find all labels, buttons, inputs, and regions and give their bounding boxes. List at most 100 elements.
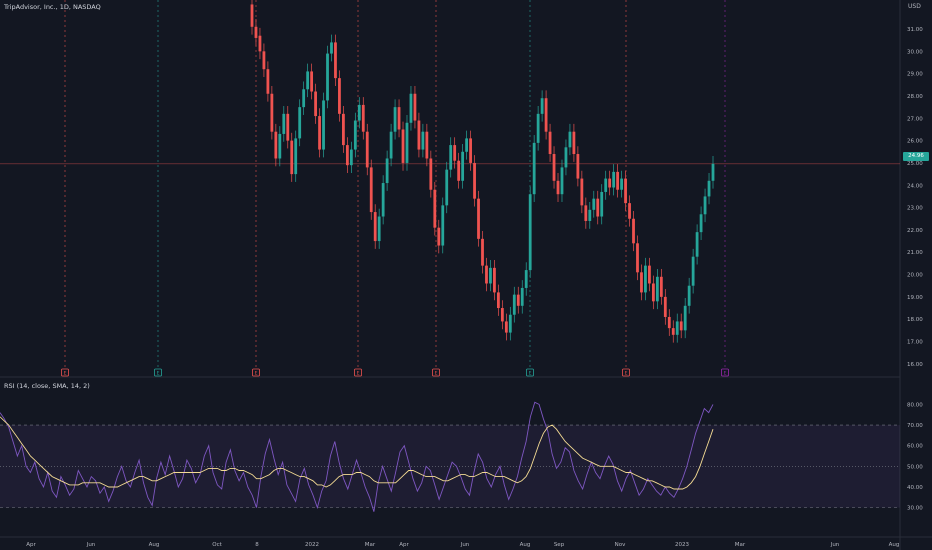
price-tick-label: 17.00 <box>907 340 923 346</box>
candle-body <box>544 98 548 132</box>
candle-body <box>381 183 385 217</box>
candle-body <box>683 305 687 331</box>
candle-body <box>361 104 365 132</box>
time-tick-label: Jun <box>86 542 96 548</box>
candle-body <box>604 178 608 192</box>
chart-title: TripAdvisor, Inc., 1D, NASDAQ <box>4 3 101 11</box>
candle-body <box>592 198 596 210</box>
candle-body <box>334 42 337 79</box>
time-tick-label: Aug <box>149 542 160 548</box>
price-tick-label: 22.00 <box>907 228 923 234</box>
candle-body <box>421 131 425 150</box>
rsi-tick-label: 60.00 <box>907 444 923 450</box>
candle-body <box>493 267 496 293</box>
candle-body <box>326 53 329 101</box>
time-tick-label: Oct <box>212 542 222 548</box>
price-tick-label: 28.00 <box>907 94 923 100</box>
candle-body <box>536 113 540 143</box>
candle-body <box>437 227 441 246</box>
price-axis[interactable]: 16.00 17.00 18.00 19.00 20.00 21.00 22.00 23.00… <box>907 27 923 368</box>
candle-body <box>520 287 524 306</box>
candle-body <box>540 98 544 114</box>
candle-body <box>314 91 317 117</box>
candle-body <box>298 107 302 139</box>
time-tick-label: Aug <box>520 542 531 548</box>
event-marker-label: E <box>625 371 628 377</box>
event-marker-label: E <box>64 371 67 377</box>
candle-body <box>596 198 600 217</box>
price-tick-label: 26.00 <box>907 139 923 145</box>
event-marker-label: E <box>435 371 438 377</box>
time-axis[interactable]: Apr Jun Aug Oct 8 2022 Mar Apr Jun Aug Sep Nov 2023 M… <box>0 536 932 548</box>
candle-body <box>679 321 683 331</box>
price-tick-label: 30.00 <box>907 49 923 55</box>
candle-body <box>500 308 504 322</box>
candle-body <box>588 209 592 221</box>
price-tick-label: 27.00 <box>907 116 923 122</box>
candle-body <box>453 145 457 161</box>
event-marker-label: E <box>529 371 532 377</box>
candle-body <box>278 133 282 159</box>
candle-body <box>429 158 433 190</box>
candle-body <box>711 163 715 181</box>
candle-body <box>377 216 381 242</box>
candle-body <box>699 214 703 233</box>
candle-body <box>294 138 298 175</box>
candle-body <box>572 131 576 155</box>
candle-body <box>473 162 476 199</box>
candle-body <box>648 265 651 284</box>
candle-body <box>338 78 341 114</box>
candle-body <box>425 131 429 159</box>
candle-body <box>342 113 345 146</box>
candle-body <box>417 120 421 150</box>
candle-body <box>560 167 564 195</box>
candle-body <box>322 100 325 150</box>
candle-body <box>489 267 492 284</box>
candle-body <box>397 107 401 130</box>
candle-body <box>628 203 631 219</box>
time-tick-label: Mar <box>365 542 376 548</box>
last-price-tag: 24.96 <box>903 152 929 161</box>
candle-body <box>707 180 711 197</box>
candle-body <box>318 116 321 150</box>
event-marker <box>61 368 69 377</box>
time-tick-label: Mar <box>735 542 746 548</box>
candle-body <box>612 171 616 188</box>
candle-body <box>373 212 377 242</box>
time-tick-label: Aug <box>889 542 900 548</box>
price-candles <box>250 0 715 343</box>
candle-body <box>691 256 695 286</box>
candle-body <box>262 51 266 70</box>
time-tick-label: Sep <box>554 542 565 548</box>
candle-body <box>508 314 512 333</box>
candle-body <box>556 180 560 195</box>
candle-body <box>302 89 306 108</box>
candle-body <box>445 169 449 206</box>
time-tick-label: Apr <box>399 542 409 548</box>
candle-body <box>441 205 445 246</box>
candle-body <box>405 122 409 163</box>
candle-body <box>624 178 627 204</box>
candle-body <box>254 26 258 38</box>
rsi-tick-label: 50.00 <box>907 464 923 470</box>
candle-body <box>675 321 679 335</box>
candle-body <box>449 145 453 170</box>
candle-body <box>695 232 699 257</box>
candle-body <box>528 194 532 271</box>
event-marker <box>154 368 162 377</box>
rsi-tick-label: 80.00 <box>907 402 923 408</box>
rsi-title[interactable]: RSI (14, close, SMA, 14, 2) <box>4 382 90 390</box>
candle-body <box>310 71 314 92</box>
candle-body <box>465 138 469 152</box>
candle-body <box>461 151 465 181</box>
event-marker-label: E <box>724 371 727 377</box>
rsi-axis[interactable]: 30.00 40.00 50.00 60.00 70.00 80.00 <box>907 402 923 511</box>
price-tick-label: 29.00 <box>907 72 923 78</box>
candle-body <box>496 292 500 309</box>
candle-body <box>250 4 254 27</box>
candle-body <box>552 154 556 181</box>
candle-body <box>369 167 373 213</box>
candle-body <box>306 71 310 90</box>
